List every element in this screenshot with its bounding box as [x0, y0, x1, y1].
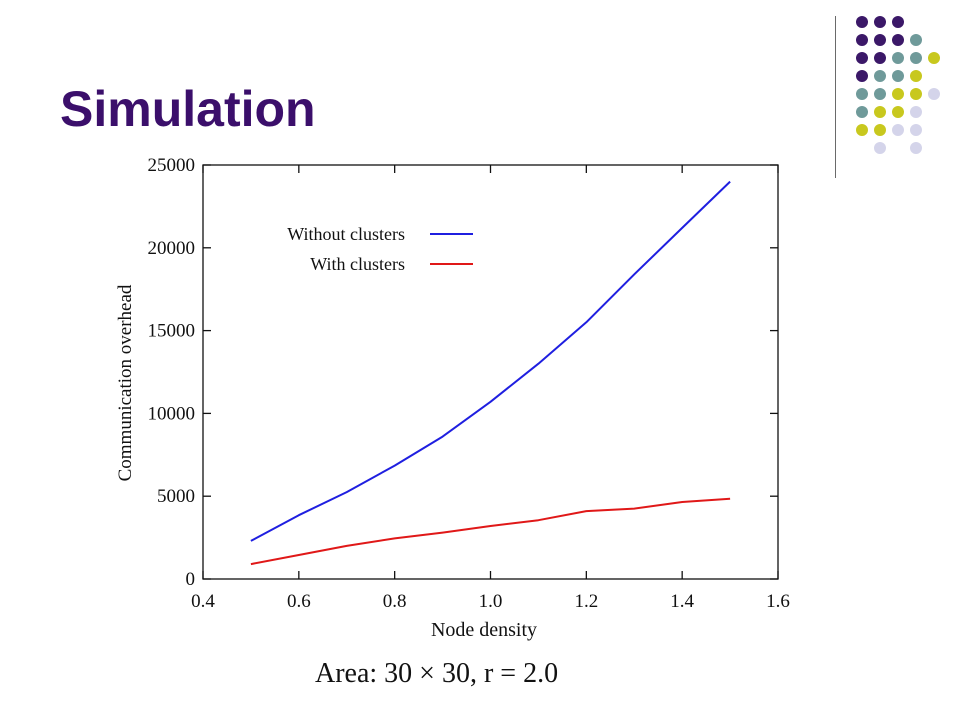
y-tick-label: 25000	[148, 155, 196, 176]
y-tick-label: 10000	[148, 403, 196, 424]
decorative-divider	[835, 16, 836, 178]
y-axis-label: Communication overhead	[115, 284, 136, 481]
x-tick-label: 1.4	[670, 591, 694, 612]
y-tick-label: 15000	[148, 321, 196, 342]
x-tick-label: 0.6	[287, 591, 311, 612]
legend-label: With clusters	[310, 254, 405, 274]
x-tick-label: 1.0	[479, 591, 503, 612]
y-tick-label: 5000	[157, 486, 195, 507]
x-tick-label: 1.6	[766, 591, 790, 612]
legend-label: Without clusters	[287, 224, 405, 244]
chart-caption: Area: 30 × 30, r = 2.0	[315, 658, 559, 689]
x-axis-label: Node density	[431, 619, 537, 641]
x-tick-label: 0.8	[383, 591, 407, 612]
x-tick-label: 1.2	[574, 591, 598, 612]
x-tick-label: 0.4	[191, 591, 215, 612]
series-line-1	[250, 180, 731, 542]
series-line-2	[250, 497, 731, 566]
y-tick-label: 20000	[148, 238, 196, 259]
slide-title: Simulation	[60, 81, 316, 137]
y-tick-label: 0	[186, 569, 196, 590]
